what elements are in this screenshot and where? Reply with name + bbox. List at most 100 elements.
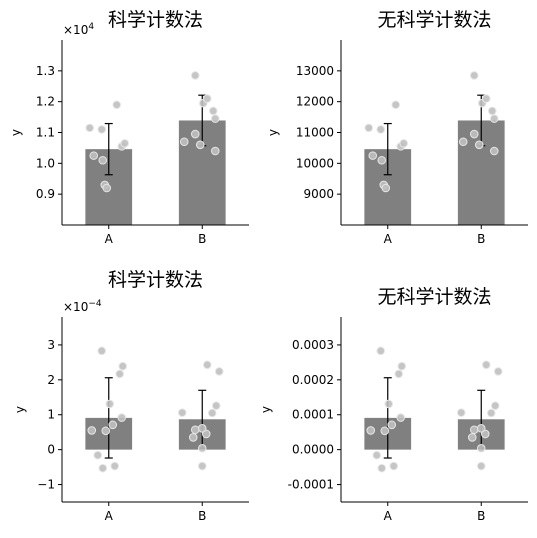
data-point bbox=[87, 426, 97, 435]
data-point bbox=[368, 151, 378, 160]
chart-panel-4: -0.0001 0.0000 0.0001 0.0002 0.0003 A B 无科学计数法 y bbox=[259, 286, 528, 523]
y-tick-label: 1 bbox=[47, 408, 55, 422]
data-point bbox=[384, 399, 394, 409]
data-point bbox=[202, 360, 212, 370]
data-point bbox=[469, 425, 479, 435]
data-point bbox=[396, 413, 406, 422]
y-tick-label: 13000 bbox=[296, 64, 334, 78]
x-tick-label: A bbox=[105, 509, 114, 523]
data-point bbox=[364, 123, 374, 133]
chart-panel-2: 9000 10000 11000 12000 13000 A B 无科学计数法 y bbox=[266, 9, 528, 246]
data-point bbox=[469, 71, 479, 80]
data-point bbox=[366, 426, 376, 435]
chart-title: 科学计数法 bbox=[108, 269, 203, 291]
data-point bbox=[89, 151, 99, 160]
data-point bbox=[177, 408, 187, 417]
data-point bbox=[481, 94, 491, 103]
data-point bbox=[380, 426, 390, 436]
chart-panel-1: 0.9 1.0 1.1 1.2 1.3 A B 科学计数法 y ×104 bbox=[9, 9, 249, 246]
chart-title: 科学计数法 bbox=[108, 9, 203, 31]
data-point bbox=[211, 401, 221, 410]
y-tick-label: 0.0002 bbox=[292, 373, 334, 387]
y-tick-label: 0.0001 bbox=[292, 408, 334, 422]
data-point bbox=[377, 155, 387, 165]
data-point bbox=[476, 461, 486, 471]
data-point bbox=[381, 183, 391, 193]
data-point bbox=[476, 424, 486, 433]
data-point bbox=[190, 129, 200, 139]
y-tick-label: 1.2 bbox=[36, 95, 55, 109]
data-point bbox=[481, 360, 491, 370]
data-point bbox=[115, 369, 125, 379]
data-point bbox=[486, 408, 496, 418]
y-tick-label: 0.9 bbox=[36, 187, 55, 201]
data-point bbox=[467, 433, 477, 442]
data-point bbox=[493, 367, 503, 376]
data-point bbox=[474, 140, 484, 150]
y-tick-label: 3 bbox=[47, 338, 55, 352]
data-point bbox=[117, 413, 127, 422]
data-point bbox=[108, 420, 118, 430]
data-point bbox=[110, 461, 120, 471]
data-point bbox=[469, 129, 479, 139]
y-tick-label: −1 bbox=[37, 478, 55, 492]
x-tick-label: B bbox=[198, 509, 206, 523]
data-point bbox=[118, 361, 128, 371]
data-point bbox=[490, 401, 500, 410]
y-tick-label: 1.0 bbox=[36, 156, 55, 170]
data-point bbox=[197, 461, 207, 471]
y-axis-label: y bbox=[9, 129, 23, 136]
y-axis-label: y bbox=[266, 129, 280, 136]
axis-offset-label: ×10−4 bbox=[63, 299, 102, 314]
y-tick-label: -0.0001 bbox=[288, 478, 334, 492]
y-tick-label: 1.1 bbox=[36, 126, 55, 140]
x-tick-label: B bbox=[477, 232, 485, 246]
data-point bbox=[112, 100, 122, 110]
data-point bbox=[197, 424, 207, 433]
data-point bbox=[376, 346, 386, 356]
data-point bbox=[372, 450, 382, 460]
data-point bbox=[188, 433, 198, 442]
data-point bbox=[102, 183, 112, 193]
y-tick-label: 0.0003 bbox=[292, 338, 334, 352]
y-axis-label: y bbox=[13, 406, 27, 413]
y-tick-label: 2 bbox=[47, 373, 55, 387]
data-point bbox=[210, 114, 220, 123]
data-point bbox=[377, 463, 387, 473]
data-point bbox=[202, 94, 212, 103]
x-tick-label: A bbox=[384, 232, 393, 246]
y-tick-label: 10000 bbox=[296, 156, 334, 170]
data-point bbox=[97, 346, 107, 356]
data-point bbox=[391, 100, 401, 110]
y-axis-label: y bbox=[259, 406, 273, 413]
y-tick-label: 11000 bbox=[296, 126, 334, 140]
data-point bbox=[97, 125, 107, 134]
data-point bbox=[195, 140, 205, 150]
data-point bbox=[397, 361, 407, 371]
data-point bbox=[197, 443, 207, 453]
x-tick-label: A bbox=[105, 232, 114, 246]
x-tick-label: B bbox=[198, 232, 206, 246]
y-tick-label: 1.3 bbox=[36, 64, 55, 78]
data-point bbox=[179, 137, 189, 147]
data-point bbox=[101, 426, 111, 436]
chart-title: 无科学计数法 bbox=[377, 286, 491, 308]
data-point bbox=[120, 138, 130, 148]
y-tick-label: 9000 bbox=[303, 187, 334, 201]
data-point bbox=[207, 408, 217, 418]
data-point bbox=[98, 463, 108, 473]
data-point bbox=[376, 125, 386, 134]
axis-offset-label: ×104 bbox=[63, 22, 94, 37]
data-point bbox=[105, 399, 115, 409]
data-point bbox=[456, 408, 466, 417]
chart-title: 无科学计数法 bbox=[377, 9, 491, 31]
data-point bbox=[208, 106, 218, 116]
data-point bbox=[389, 461, 399, 471]
data-point bbox=[476, 443, 486, 453]
data-point bbox=[458, 137, 468, 147]
data-point bbox=[394, 369, 404, 379]
y-tick-label: 0 bbox=[47, 443, 55, 457]
data-point bbox=[489, 114, 499, 123]
data-point bbox=[487, 106, 497, 116]
